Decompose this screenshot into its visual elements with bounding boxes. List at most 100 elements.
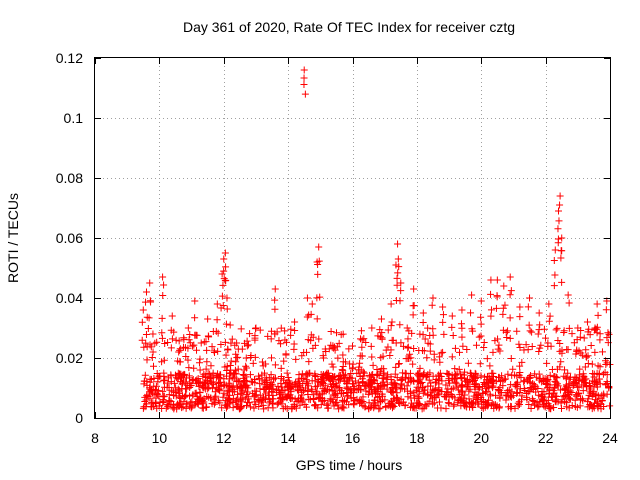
data-point <box>317 401 325 409</box>
data-point <box>315 243 323 251</box>
data-point <box>436 372 444 380</box>
data-point <box>590 404 598 412</box>
y-tick-label: 0 <box>75 410 83 426</box>
data-point <box>219 281 227 289</box>
data-point <box>585 325 593 333</box>
data-point <box>480 339 488 347</box>
data-point <box>215 373 223 381</box>
data-point <box>150 374 158 382</box>
data-point <box>283 369 291 377</box>
data-point <box>488 382 496 390</box>
data-point <box>206 370 214 378</box>
data-point <box>220 255 228 263</box>
data-point <box>316 293 324 301</box>
data-point <box>500 282 508 290</box>
data-point <box>387 346 395 354</box>
data-point <box>164 402 172 410</box>
data-point <box>542 381 550 389</box>
data-point <box>365 399 373 407</box>
data-point <box>416 375 424 383</box>
data-point <box>507 405 515 413</box>
data-point <box>350 380 358 388</box>
y-tick-label: 0.08 <box>56 170 83 186</box>
data-point <box>139 306 147 314</box>
data-point <box>523 393 531 401</box>
data-point <box>271 296 279 304</box>
data-point <box>426 340 434 348</box>
data-point <box>149 362 157 370</box>
data-point <box>164 339 172 347</box>
data-point <box>498 372 506 380</box>
data-point <box>581 379 589 387</box>
data-point <box>409 302 417 310</box>
data-point <box>228 374 236 382</box>
data-point <box>331 391 339 399</box>
data-point <box>378 334 386 342</box>
data-point <box>208 343 216 351</box>
data-point <box>497 389 505 397</box>
data-point <box>154 378 162 386</box>
data-point <box>494 345 502 353</box>
x-tick-label: 8 <box>91 430 99 446</box>
data-point <box>545 404 553 412</box>
data-point <box>224 395 232 403</box>
data-point <box>425 376 433 384</box>
data-point <box>602 381 610 389</box>
data-point <box>175 337 183 345</box>
data-point <box>517 373 525 381</box>
data-point <box>507 355 515 363</box>
data-point <box>430 399 438 407</box>
data-point <box>304 390 312 398</box>
data-point <box>223 305 231 313</box>
data-point <box>141 371 149 379</box>
data-point <box>548 365 556 373</box>
data-point <box>281 403 289 411</box>
data-point <box>349 394 357 402</box>
data-point <box>448 374 456 382</box>
data-point <box>551 377 559 385</box>
data-point <box>445 400 453 408</box>
data-point <box>277 364 285 372</box>
data-point <box>483 388 491 396</box>
data-point <box>532 388 540 396</box>
data-point <box>495 373 503 381</box>
data-point <box>182 352 190 360</box>
data-point <box>393 274 401 282</box>
data-point <box>271 305 279 313</box>
data-point <box>396 297 404 305</box>
data-point <box>339 403 347 411</box>
data-point <box>343 380 351 388</box>
data-point <box>516 343 524 351</box>
data-point <box>222 276 230 284</box>
data-point <box>309 344 317 352</box>
data-point <box>543 359 551 367</box>
data-point <box>148 389 156 397</box>
data-point <box>507 381 515 389</box>
data-point <box>433 391 441 399</box>
data-point <box>311 383 319 391</box>
data-point <box>222 263 230 271</box>
data-point <box>416 364 424 372</box>
data-point <box>527 404 535 412</box>
data-point <box>275 337 283 345</box>
data-point <box>144 324 152 332</box>
data-point <box>281 386 289 394</box>
data-point <box>561 386 569 394</box>
data-point <box>160 397 168 405</box>
data-point <box>175 348 183 356</box>
data-point <box>143 313 151 321</box>
data-point <box>152 394 160 402</box>
data-point <box>168 386 176 394</box>
data-point <box>347 369 355 377</box>
data-point <box>146 279 154 287</box>
data-point <box>565 390 573 398</box>
data-point <box>554 398 562 406</box>
data-point <box>212 383 220 391</box>
data-point <box>404 387 412 395</box>
data-point <box>399 342 407 350</box>
data-point <box>359 393 367 401</box>
data-point <box>186 392 194 400</box>
data-point <box>343 388 351 396</box>
data-point <box>489 384 497 392</box>
data-point <box>267 354 275 362</box>
